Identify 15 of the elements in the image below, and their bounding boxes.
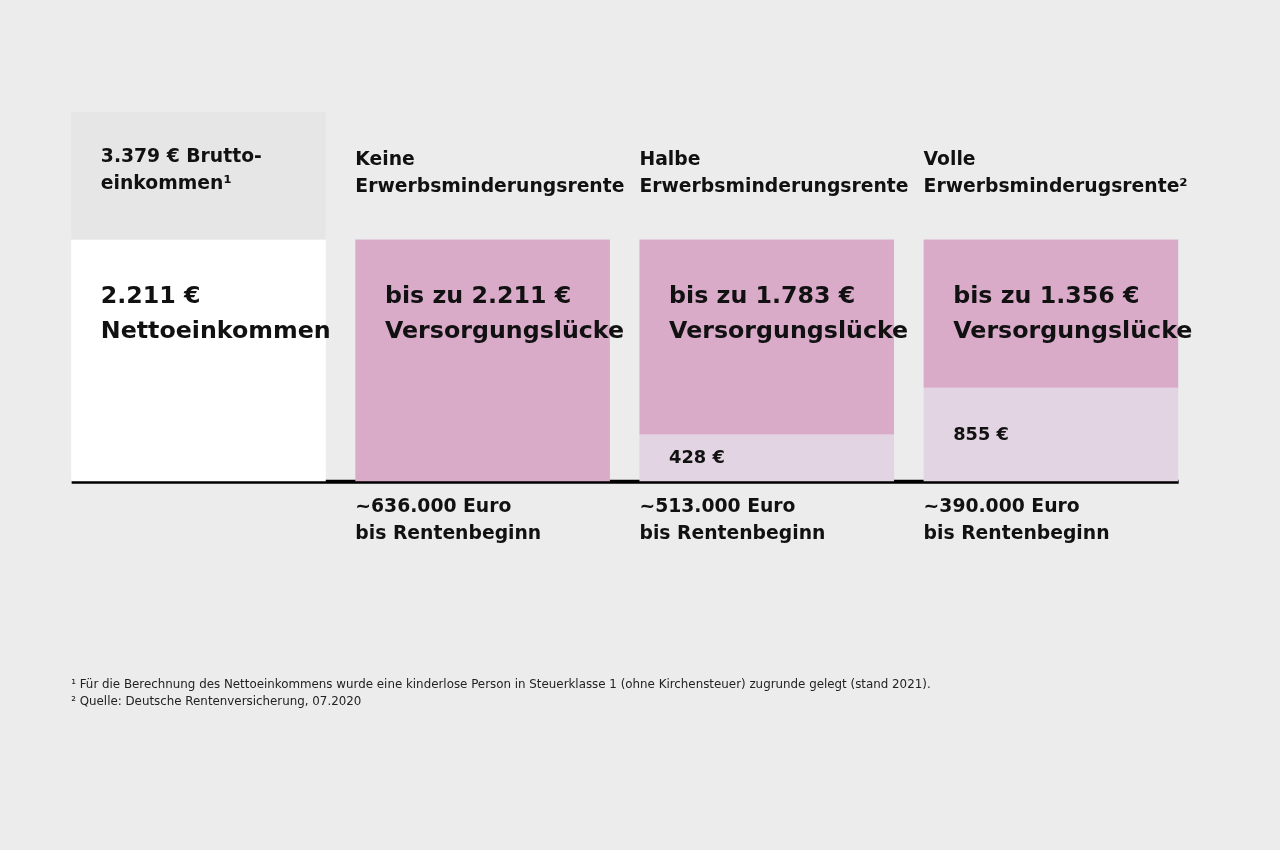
data-label: 2.211 € Nettoeinkommen (100, 280, 331, 345)
text: ~390.000 Euro bis Rentenbeginn (923, 494, 1110, 543)
x-tick-label: Keine Erwerbsminderungsrente (355, 148, 625, 196)
text: ¹ Für die Berechnung des Nettoeinkommens wurde eine kinderlose Person in Steuerklasse 1 (ohne Kirchensteuer) zugrunde gelegt (stand 2021). (71, 676, 931, 691)
data-label: bis zu 1.356 € Versorgungslücke (953, 280, 1193, 345)
text: ~636.000 Euro bis Rentenbeginn (355, 494, 542, 543)
x-tick-label: Halbe Erwerbsminderungsrente (639, 148, 909, 196)
x-tick-label: Volle Erwerbsminderugsrente² (923, 148, 1188, 196)
data-label: 428 € (669, 445, 725, 467)
data-label: bis zu 1.783 € Versorgungslücke (669, 280, 909, 345)
text: ² Quelle: Deutsche Rentenversicherung, 07.2020 (71, 693, 362, 708)
data-label: bis zu 2.211 € Versorgungslücke (384, 280, 625, 345)
data-label: 855 € (953, 422, 1009, 444)
total-label: 3.379 € Brutto- einkommen¹ (100, 145, 262, 193)
text: ~513.000 Euro bis Rentenbeginn (639, 494, 826, 543)
